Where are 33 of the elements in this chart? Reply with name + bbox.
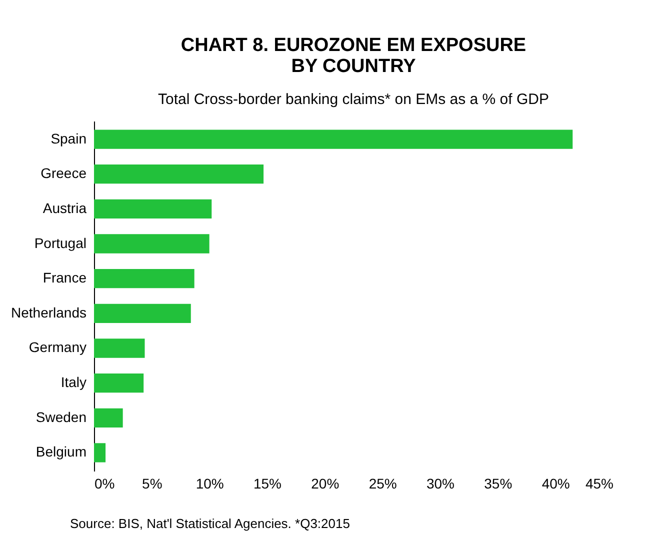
x-tick-label: 10% <box>196 476 224 492</box>
x-tick-label: 15% <box>253 476 282 492</box>
y-tick-label: Portugal <box>34 234 86 251</box>
y-tick-label: Austria <box>42 200 87 216</box>
bar <box>94 199 212 219</box>
y-tick-label: Netherlands <box>11 304 86 320</box>
x-tick-label: 35% <box>484 476 512 492</box>
bar <box>94 304 191 323</box>
y-tick-label: Sweden <box>36 408 86 425</box>
chart-title: CHART 8. EUROZONE EM EXPOSURE BY COUNTRY <box>180 35 526 77</box>
bar <box>94 164 264 184</box>
y-tick-label: France <box>42 270 87 286</box>
bar <box>94 130 573 149</box>
x-tick-label: 45% <box>585 476 614 492</box>
x-tick-label: 30% <box>426 476 455 492</box>
bar <box>94 443 106 462</box>
y-tick-label: Germany <box>28 339 86 356</box>
x-tick-label: 5% <box>142 476 162 492</box>
bar <box>94 408 123 428</box>
x-tick-label: 25% <box>368 476 397 492</box>
bar <box>94 269 194 288</box>
bar <box>94 338 145 358</box>
source-note: Source: BIS, Nat'l Statistical Agencies. *Q3:2015 <box>70 516 350 531</box>
x-tick-label: 20% <box>311 476 340 492</box>
bar <box>94 234 210 254</box>
y-tick-label: Spain <box>50 130 86 146</box>
y-tick-label: Greece <box>40 165 87 182</box>
x-tick-label: 40% <box>542 476 570 492</box>
x-tick-label: 0% <box>94 476 115 492</box>
y-tick-label: Italy <box>60 374 86 390</box>
y-tick-label: Belgium <box>36 444 86 460</box>
chart-subtitle: Total Cross-border banking claims* on EMs as a % of GDP <box>158 91 549 108</box>
bar <box>94 373 144 393</box>
